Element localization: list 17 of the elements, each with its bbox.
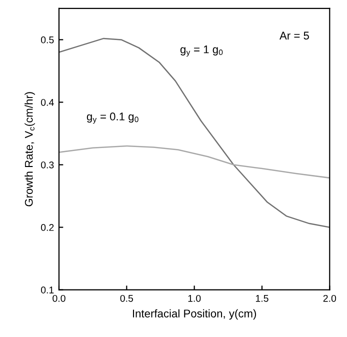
annotation: Ar = 5: [280, 32, 309, 40]
y-tick-label: 0.1: [40, 286, 54, 294]
line-series: [58, 145, 330, 179]
x-tick-label: 1.5: [256, 295, 268, 302]
y-tick-label: 0.2: [40, 224, 54, 231]
y-axis-title: Growth Rate, V$_{c}$(cm/hr): [24, 92, 35, 206]
line-series: [58, 38, 330, 228]
y-tick-label: 0.3: [40, 161, 54, 168]
x-axis-title: Interfacial Position, y(cm): [132, 309, 256, 320]
x-tick-label: 0.0: [52, 294, 66, 302]
x-tick-label: 1.0: [188, 294, 201, 302]
text: g$_{y}$ = 0.1 g$_{0}$: [86, 112, 138, 124]
x-tick-label: 0.5: [120, 294, 134, 302]
series-label: g$_{y}$ = 1 g$_{0}$: [180, 46, 223, 57]
y-tick-label: 0.4: [40, 98, 54, 106]
x-tick-label: 2.0: [323, 294, 336, 302]
y-tick-label: 0.5: [40, 36, 54, 44]
